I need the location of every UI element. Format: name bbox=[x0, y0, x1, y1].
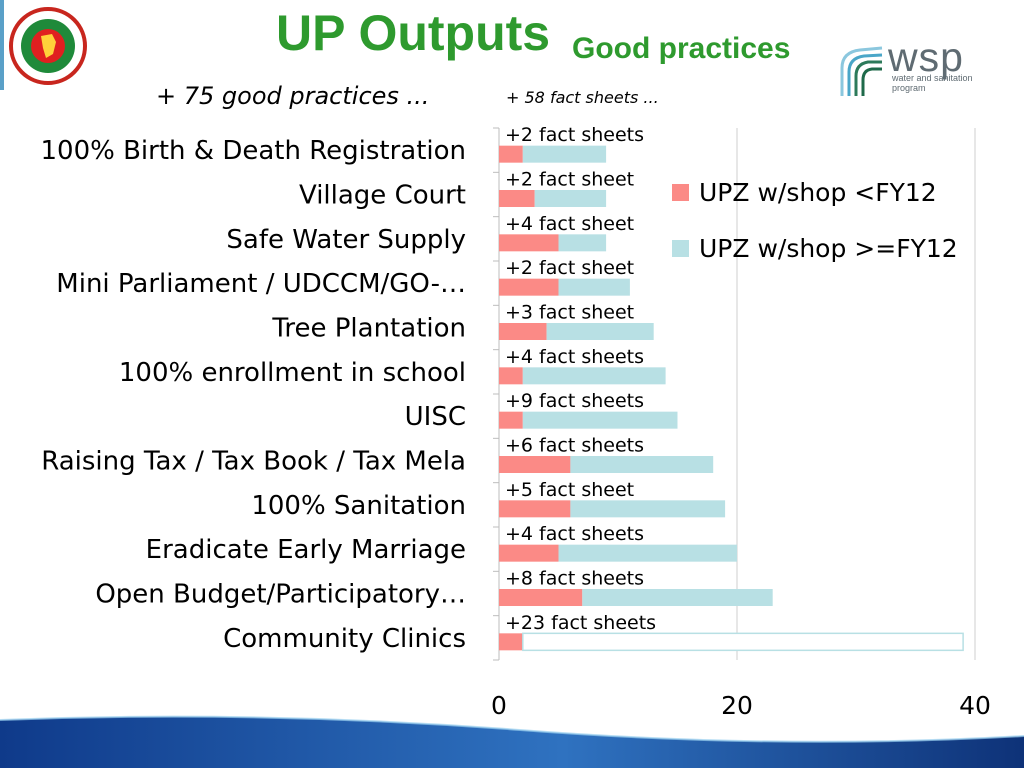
category-label: 100% Sanitation bbox=[251, 491, 466, 521]
bar-segment-before-fy12 bbox=[499, 278, 559, 296]
bar-segment-after-fy12 bbox=[558, 544, 737, 562]
data-label: +2 fact sheet bbox=[505, 257, 634, 279]
category-label: Community Clinics bbox=[223, 624, 466, 654]
category-label: 100% Birth & Death Registration bbox=[41, 136, 467, 166]
data-label: +4 fact sheets bbox=[505, 346, 644, 368]
data-label: +23 fact sheets bbox=[505, 612, 656, 634]
legend-label: UPZ w/shop <FY12 bbox=[699, 178, 937, 207]
bar-segment-after-fy12 bbox=[522, 145, 607, 163]
bar-segment-after-fy12 bbox=[522, 411, 678, 429]
bar-segment-before-fy12 bbox=[499, 411, 523, 429]
bar-segment-before-fy12 bbox=[499, 190, 535, 207]
data-label: +2 fact sheet bbox=[505, 169, 634, 191]
good-practices-note: + 75 good practices ... bbox=[156, 82, 430, 110]
category-label: Open Budget/Participatory… bbox=[95, 580, 466, 610]
data-label: +3 fact sheet bbox=[505, 302, 634, 324]
data-label: +2 fact sheets bbox=[505, 124, 644, 146]
wsp-swoosh-icon bbox=[840, 46, 883, 96]
wsp-logo-wordmark: wsp bbox=[888, 34, 964, 80]
category-label: Raising Tax / Tax Book / Tax Mela bbox=[41, 447, 466, 477]
page-subtitle: Good practices bbox=[572, 32, 791, 65]
x-tick-label: 0 bbox=[491, 691, 507, 720]
bar-segment-before-fy12 bbox=[499, 633, 523, 651]
data-label: +4 fact sheets bbox=[505, 523, 644, 545]
bar-segment-after-fy12 bbox=[522, 632, 964, 652]
category-label: UISC bbox=[405, 402, 466, 432]
bar-segment-before-fy12 bbox=[499, 323, 547, 340]
bar-segment-after-fy12 bbox=[534, 190, 607, 207]
left-accent-strip bbox=[0, 0, 4, 90]
fact-sheets-note: + 58 fact sheets ... bbox=[506, 88, 659, 107]
bar-segment-after-fy12 bbox=[522, 367, 666, 385]
data-label: +8 fact sheets bbox=[505, 568, 644, 590]
bar-segment-before-fy12 bbox=[499, 589, 583, 606]
category-label: 100% enrollment in school bbox=[119, 358, 466, 388]
wsp-logo-subtext: water and sanitation program bbox=[892, 73, 973, 93]
category-label: Mini Parliament / UDCCM/GO-… bbox=[56, 269, 466, 299]
data-label: +5 fact sheet bbox=[505, 479, 634, 501]
government-seal-icon bbox=[9, 7, 87, 85]
bar-segment-before-fy12 bbox=[499, 500, 571, 518]
legend-swatch bbox=[672, 240, 689, 257]
bar-segment-before-fy12 bbox=[499, 544, 559, 562]
bar-segment-after-fy12 bbox=[558, 278, 630, 296]
bar-segment-after-fy12 bbox=[570, 500, 726, 518]
x-tick-label: 40 bbox=[959, 691, 991, 720]
wsp-logo: wsp water and sanitation program bbox=[838, 34, 983, 98]
data-label: +6 fact sheets bbox=[505, 435, 644, 457]
bar-segment-before-fy12 bbox=[499, 234, 559, 252]
category-label: Village Court bbox=[299, 181, 466, 211]
bar-segment-before-fy12 bbox=[499, 145, 523, 163]
data-label: +4 fact sheet bbox=[505, 213, 634, 235]
page-title: UP Outputs bbox=[276, 5, 551, 61]
category-label: Tree Plantation bbox=[271, 314, 466, 344]
data-label: +9 fact sheets bbox=[505, 390, 644, 412]
bar-segment-after-fy12 bbox=[582, 589, 773, 606]
bottom-wave-band bbox=[0, 715, 1024, 768]
bar-segment-before-fy12 bbox=[499, 456, 571, 473]
x-tick-label: 20 bbox=[721, 691, 753, 720]
category-label: Safe Water Supply bbox=[226, 225, 466, 255]
bar-segment-after-fy12 bbox=[546, 323, 654, 340]
legend-label: UPZ w/shop >=FY12 bbox=[699, 234, 958, 263]
bar-segment-after-fy12 bbox=[558, 234, 607, 252]
legend-swatch bbox=[672, 184, 689, 201]
category-label: Eradicate Early Marriage bbox=[146, 535, 466, 565]
bar-segment-after-fy12 bbox=[570, 456, 714, 473]
bar-segment-before-fy12 bbox=[499, 367, 523, 385]
